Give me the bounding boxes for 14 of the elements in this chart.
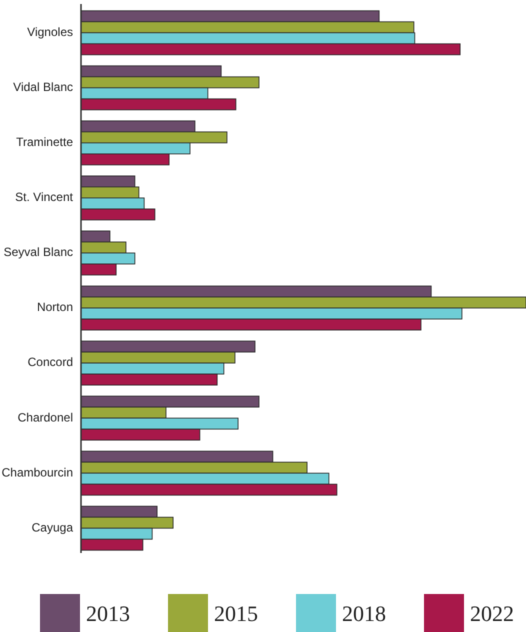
- y-tick-label: Seyval Blanc: [4, 245, 73, 260]
- y-tick-label: Chardonel: [18, 410, 73, 424]
- legend-label: 2015: [214, 601, 258, 626]
- legend-label: 2022: [470, 601, 514, 626]
- y-tick-label: Vidal Blanc: [13, 80, 73, 94]
- y-tick-label: Traminette: [16, 135, 74, 150]
- y-tick-label: St. Vincent: [15, 190, 74, 204]
- y-tick-label: Norton: [36, 300, 73, 314]
- legend-label: 2013: [86, 601, 130, 626]
- y-tick-label: Concord: [28, 355, 73, 370]
- y-tick-label: Chambourcin: [2, 465, 73, 480]
- y-tick-label: Vignoles: [27, 24, 73, 39]
- legend-label: 2018: [342, 601, 386, 626]
- y-tick-label: Cayuga: [32, 520, 74, 534]
